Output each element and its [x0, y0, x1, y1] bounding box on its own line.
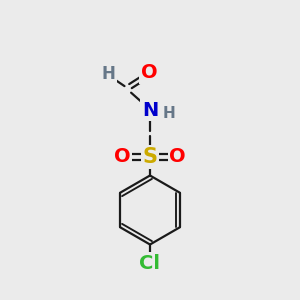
Text: O: O — [141, 63, 158, 82]
Text: O: O — [169, 147, 186, 167]
Text: S: S — [142, 147, 158, 167]
Text: O: O — [114, 147, 131, 167]
Text: H: H — [102, 65, 116, 83]
Text: N: N — [142, 100, 158, 120]
Text: Cl: Cl — [140, 254, 160, 273]
Text: H: H — [162, 106, 175, 121]
